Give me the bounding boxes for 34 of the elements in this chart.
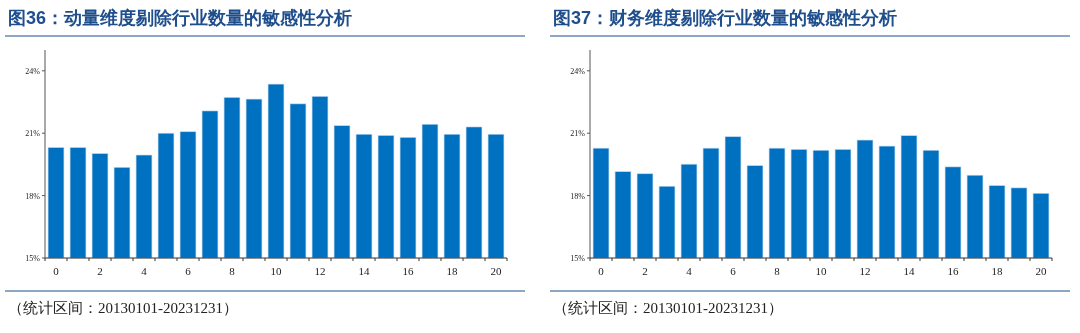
x-tick-label: 2 [642, 265, 648, 277]
x-tick-label: 12 [314, 265, 326, 277]
y-tick-label: 18% [570, 191, 586, 201]
x-tick-label: 4 [686, 265, 693, 277]
y-tick-label: 21% [570, 129, 586, 139]
text: （统计区间：20130101-20231231） [553, 300, 783, 316]
x-tick-label: 14 [358, 265, 370, 277]
y-tick-label: 24% [570, 66, 586, 76]
x-tick-label: 10 [815, 265, 827, 277]
chart-title: 图37：财务维度剔除行业数量的敏感性分析 [553, 8, 898, 28]
x-tick-label: 0 [53, 265, 60, 277]
x-tick-label: 18 [446, 265, 458, 277]
x-tick-label: 20 [1035, 265, 1047, 277]
chart-title: 图36：动量维度剔除行业数量的敏感性分析 [8, 8, 353, 28]
x-tick-label: 10 [270, 265, 282, 277]
y-tick-label: 24% [25, 66, 41, 76]
x-tick-label: 16 [947, 265, 959, 277]
y-tick-label: 21% [25, 129, 41, 139]
x-tick-label: 16 [402, 265, 414, 277]
x-tick-label: 6 [185, 265, 192, 277]
x-tick-label: 12 [859, 265, 871, 277]
x-tick-label: 0 [598, 265, 605, 277]
x-tick-label: 20 [490, 265, 502, 277]
x-tick-label: 14 [903, 265, 915, 277]
x-tick-label: 2 [97, 265, 103, 277]
x-tick-label: 8 [774, 265, 781, 277]
x-tick-label: 6 [730, 265, 737, 277]
y-tick-label: 15% [570, 254, 586, 263]
x-tick-label: 8 [229, 265, 236, 277]
y-tick-label: 15% [25, 254, 41, 263]
x-tick-label: 18 [991, 265, 1003, 277]
x-tick-label: 4 [141, 265, 148, 277]
text: （统计区间：20130101-20231231） [8, 300, 238, 316]
y-tick-label: 18% [25, 191, 41, 201]
